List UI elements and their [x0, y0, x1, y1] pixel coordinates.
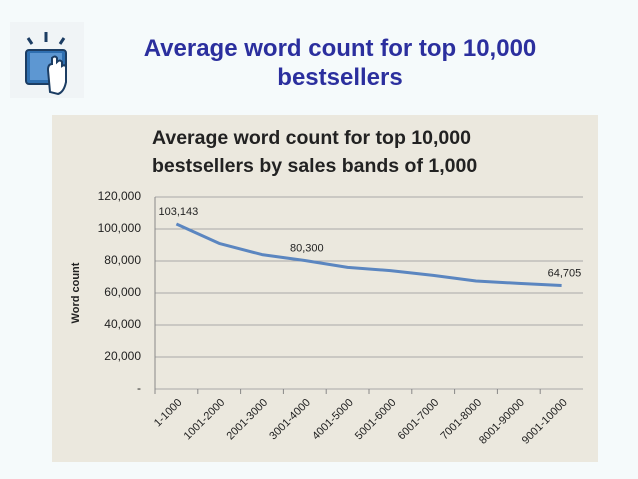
- data-label: 80,300: [290, 242, 324, 254]
- y-tick-label: 120,000: [98, 189, 142, 203]
- data-label: 103,143: [159, 206, 199, 218]
- slide-title: Average word count for top 10,000 bestse…: [143, 35, 537, 91]
- y-tick-label: 40,000: [104, 317, 141, 331]
- chart-panel: [52, 115, 598, 462]
- line: [175, 222, 562, 287]
- y-axis-title: Word count: [70, 262, 82, 323]
- data-label: 64,705: [548, 267, 582, 279]
- y-tick-label: 60,000: [104, 285, 141, 299]
- y-tick-label: 20,000: [104, 349, 141, 363]
- y-tick-label: 80,000: [104, 253, 141, 267]
- chart-title: Average word count for top 10,000 bestse…: [152, 127, 478, 177]
- icon: [10, 22, 84, 98]
- y-tick-label: 100,000: [98, 221, 142, 235]
- y-tick-label: -: [137, 381, 141, 395]
